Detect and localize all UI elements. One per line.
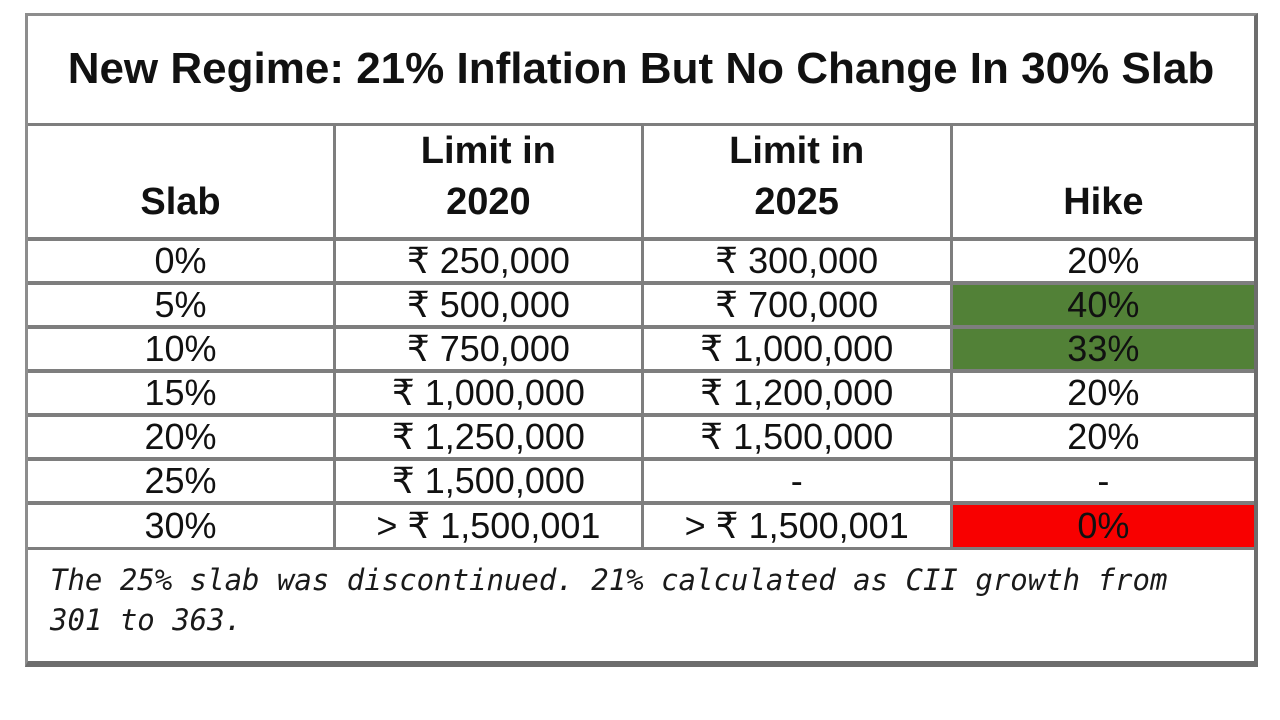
limit-2025-cell: ₹ 1,000,000 bbox=[640, 324, 953, 373]
slab-cell: 10% bbox=[26, 324, 336, 373]
hike-cell: 20% bbox=[949, 236, 1256, 285]
limit-2020-cell: ₹ 1,250,000 bbox=[333, 412, 644, 461]
header-row: Slab Limit in 2020 Limit in 2025 Hike bbox=[26, 124, 1256, 241]
table-row: 10% ₹ 750,000 ₹ 1,000,000 33% bbox=[26, 324, 1256, 373]
limit-2025-cell: - bbox=[640, 456, 953, 505]
limit-2020-cell: > ₹ 1,500,001 bbox=[333, 500, 644, 549]
table-title: New Regime: 21% Inflation But No Change … bbox=[28, 16, 1254, 126]
slab-cell: 25% bbox=[26, 456, 336, 505]
limit-2025-cell: > ₹ 1,500,001 bbox=[640, 500, 953, 549]
limit-2025-cell: ₹ 1,200,000 bbox=[640, 368, 953, 417]
limit-2020-cell: ₹ 250,000 bbox=[333, 236, 644, 285]
table-row: 25% ₹ 1,500,000 - - bbox=[26, 456, 1256, 505]
table-row: 20% ₹ 1,250,000 ₹ 1,500,000 20% bbox=[26, 412, 1256, 461]
slab-table: Slab Limit in 2020 Limit in 2025 Hike 0%… bbox=[26, 124, 1256, 549]
hike-cell: 20% bbox=[949, 368, 1256, 417]
tax-slab-table-card: New Regime: 21% Inflation But No Change … bbox=[25, 13, 1258, 667]
slab-cell: 5% bbox=[26, 280, 336, 329]
slab-cell: 20% bbox=[26, 412, 336, 461]
slab-cell: 15% bbox=[26, 368, 336, 417]
slab-cell: 30% bbox=[26, 500, 336, 549]
limit-2020-cell: ₹ 1,500,000 bbox=[333, 456, 644, 505]
column-header-hike: Hike bbox=[949, 124, 1256, 241]
limit-2025-cell: ₹ 700,000 bbox=[640, 280, 953, 329]
table-row: 30% > ₹ 1,500,001 > ₹ 1,500,001 0% bbox=[26, 500, 1256, 549]
column-header-slab: Slab bbox=[26, 124, 336, 241]
footnote-text: The 25% slab was discontinued. 21% calcu… bbox=[50, 562, 1168, 637]
column-header-limit-2025: Limit in 2025 bbox=[640, 124, 953, 241]
limit-2020-cell: ₹ 1,000,000 bbox=[333, 368, 644, 417]
limit-2020-cell: ₹ 500,000 bbox=[333, 280, 644, 329]
slab-cell: 0% bbox=[26, 236, 336, 285]
table-row: 5% ₹ 500,000 ₹ 700,000 40% bbox=[26, 280, 1256, 329]
hike-cell-highlight-green: 40% bbox=[949, 280, 1256, 329]
limit-2020-cell: ₹ 750,000 bbox=[333, 324, 644, 373]
hike-cell-highlight-green: 33% bbox=[949, 324, 1256, 373]
hike-cell: 20% bbox=[949, 412, 1256, 461]
hike-cell-highlight-red: 0% bbox=[949, 500, 1256, 549]
limit-2025-cell: ₹ 300,000 bbox=[640, 236, 953, 285]
table-footnote: The 25% slab was discontinued. 21% calcu… bbox=[28, 546, 1254, 661]
table-row: 0% ₹ 250,000 ₹ 300,000 20% bbox=[26, 236, 1256, 285]
limit-2025-cell: ₹ 1,500,000 bbox=[640, 412, 953, 461]
column-header-limit-2020: Limit in 2020 bbox=[333, 124, 644, 241]
hike-cell: - bbox=[949, 456, 1256, 505]
table-row: 15% ₹ 1,000,000 ₹ 1,200,000 20% bbox=[26, 368, 1256, 417]
